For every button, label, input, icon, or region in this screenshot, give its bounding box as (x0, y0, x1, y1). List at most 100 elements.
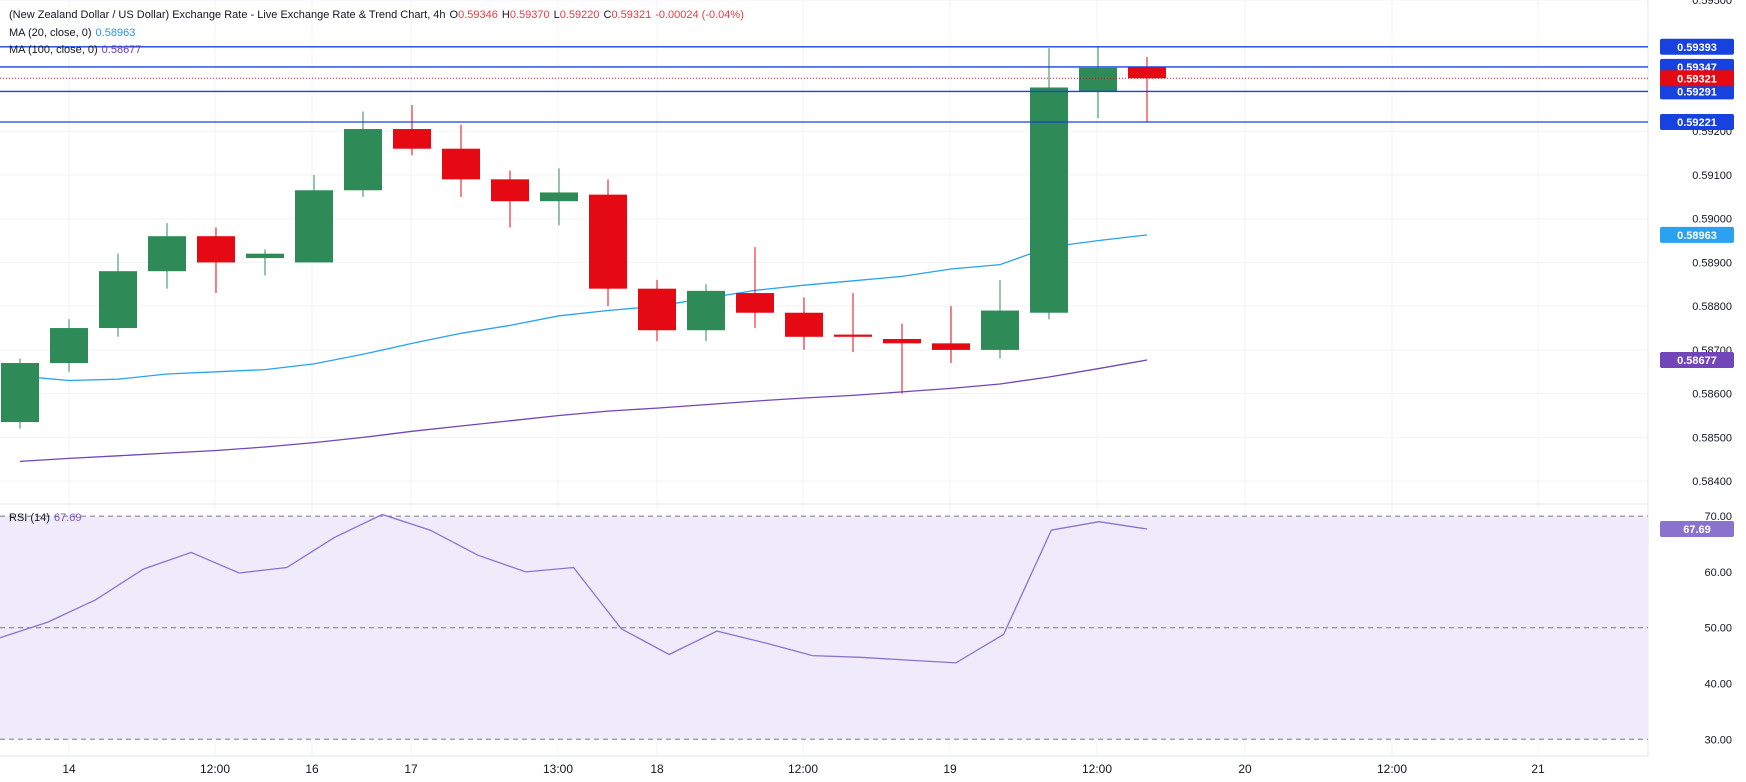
price-line-tag[interactable]: 0.59393 (1660, 38, 1734, 55)
price-line-tag-box (1660, 38, 1734, 55)
rsi-line (0, 513, 1148, 664)
candle-body[interactable] (246, 253, 284, 259)
ma100-tag-box (1660, 351, 1734, 368)
price-tick-label: 0.58500 (1692, 432, 1732, 444)
candle[interactable] (1030, 48, 1068, 320)
candle-body[interactable] (1128, 67, 1166, 79)
ma20-value: 0.58963 (95, 27, 136, 39)
time-tick-label: 12:00 (1082, 762, 1112, 776)
time-tick-label: 12:00 (1377, 762, 1407, 776)
candle[interactable] (442, 124, 480, 197)
candle[interactable] (540, 168, 578, 226)
candle-body[interactable] (491, 179, 529, 202)
price-tick-label: 0.58400 (1692, 476, 1732, 488)
candles[interactable] (1, 45, 1166, 429)
price-line-tag[interactable]: 0.59291 (1660, 83, 1734, 100)
ma100-legend[interactable]: MA (100, close, 0) 0.58677 (9, 44, 145, 56)
price-tick-label: 0.59000 (1692, 214, 1732, 226)
price-lines[interactable] (0, 46, 1648, 123)
last-price-tag-box (1660, 70, 1734, 87)
candle-body[interactable] (687, 290, 725, 331)
rsi-tick-label: 30.00 (1704, 734, 1732, 746)
candle[interactable] (883, 323, 921, 394)
ma20-line (19, 234, 1148, 382)
candle-body[interactable] (589, 194, 627, 289)
candle[interactable] (736, 247, 774, 329)
axes: 0.584000.585000.586000.587000.588000.589… (62, 0, 1734, 776)
ma20-label: MA (20, close, 0) (9, 27, 92, 39)
candle-body[interactable] (393, 129, 431, 149)
ma100-value: 0.58677 (101, 44, 142, 56)
candle[interactable] (491, 170, 529, 228)
ma20-legend[interactable]: MA (20, close, 0) 0.58963 (9, 27, 139, 39)
price-line-tag-text: 0.59291 (1677, 86, 1717, 98)
chart-title: (New Zealand Dollar / US Dollar) Exchang… (9, 9, 446, 21)
candle[interactable] (1128, 56, 1166, 123)
candle-body[interactable] (883, 338, 921, 344)
time-tick-label: 21 (1531, 762, 1545, 776)
candle[interactable] (589, 179, 627, 307)
rsi-value: 67.69 (53, 512, 82, 524)
ma100-tag[interactable]: 0.58677 (1660, 351, 1734, 368)
rsi-tag-box (1660, 521, 1734, 538)
ma20-tag[interactable]: 0.58963 (1660, 226, 1734, 243)
candle-body[interactable] (540, 192, 578, 202)
low-value: 0.59220 (559, 9, 600, 21)
candle[interactable] (148, 223, 186, 289)
rsi-tag-text: 67.69 (1683, 524, 1711, 536)
candle[interactable] (981, 279, 1019, 359)
price-tick-label: 0.58600 (1692, 389, 1732, 401)
candle[interactable] (50, 319, 88, 372)
candle[interactable] (344, 111, 382, 197)
candle-body[interactable] (197, 236, 235, 263)
time-tick-label: 16 (305, 762, 319, 776)
price-line-tag[interactable]: 0.59221 (1660, 114, 1734, 131)
high-value: 0.59370 (509, 9, 550, 21)
candle[interactable] (99, 253, 137, 337)
candle-body[interactable] (981, 310, 1019, 350)
ma20-tag-box (1660, 226, 1734, 243)
candle-body[interactable] (50, 328, 88, 364)
last-price-tag[interactable]: 0.59321 (1660, 70, 1734, 87)
ma100-tag-text: 0.58677 (1677, 355, 1717, 367)
candle[interactable] (785, 297, 823, 350)
candle[interactable] (932, 306, 970, 364)
candle-body[interactable] (1079, 67, 1117, 92)
time-tick-label: 18 (650, 762, 664, 776)
low-label: L (553, 9, 560, 21)
candle[interactable] (246, 249, 284, 276)
candle-body[interactable] (442, 148, 480, 180)
open-label: O (449, 9, 459, 21)
candle[interactable] (687, 284, 725, 342)
price-line-tag-box (1660, 114, 1734, 131)
candle[interactable] (1079, 45, 1117, 119)
price-tick-label: 0.58900 (1692, 257, 1732, 269)
candle-body[interactable] (638, 288, 676, 331)
candle-body[interactable] (99, 271, 137, 329)
candle-body[interactable] (295, 190, 333, 263)
time-tick-label: 14 (62, 762, 76, 776)
last-price-tag-text: 0.59321 (1677, 73, 1717, 85)
ma-lines (0, 234, 1148, 664)
candle-body[interactable] (785, 312, 823, 337)
candle[interactable] (295, 174, 333, 263)
candle-body[interactable] (148, 236, 186, 272)
time-tick-label: 17 (404, 762, 418, 776)
candle-body[interactable] (736, 293, 774, 313)
candle[interactable] (1, 358, 39, 429)
candle[interactable] (638, 279, 676, 342)
candle[interactable] (197, 227, 235, 294)
candle-body[interactable] (932, 343, 970, 350)
rsi-tag[interactable]: 67.69 (1660, 521, 1734, 538)
candle[interactable] (393, 104, 431, 156)
time-tick-label: 20 (1238, 762, 1252, 776)
candle-body[interactable] (1, 363, 39, 423)
candle-body[interactable] (344, 129, 382, 191)
rsi-legend[interactable]: RSI (14) 67.69 (9, 512, 86, 524)
candle-body[interactable] (1030, 87, 1068, 313)
high-label: H (501, 9, 510, 21)
candle[interactable] (834, 293, 872, 353)
time-tick-label: 12:00 (788, 762, 818, 776)
candle-body[interactable] (834, 334, 872, 337)
